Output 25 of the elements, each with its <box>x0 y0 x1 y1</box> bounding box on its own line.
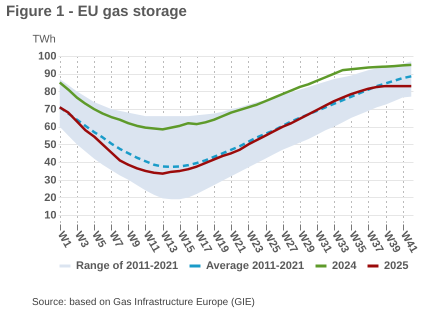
y-tick-label: 20 <box>44 192 56 204</box>
y-tick-label: 100 <box>38 50 56 62</box>
y-tick-label: 10 <box>44 210 56 222</box>
legend-label: 2025 <box>384 260 408 272</box>
source-note: Source: based on Gas Infrastructure Europe (GIE) <box>32 297 255 308</box>
line-series <box>58 75 413 168</box>
chart-title: Figure 1 - EU gas storage <box>6 3 187 20</box>
y-tick-label: 50 <box>44 138 56 151</box>
legend-label: Average 2011-2021 <box>206 260 304 272</box>
y-tick-label: 90 <box>44 68 56 80</box>
legend-label: Range of 2011-2021 <box>76 260 178 272</box>
x-tick-label: W3 <box>72 230 91 250</box>
y-tick-label: 30 <box>44 174 56 186</box>
y-tick-label: 60 <box>44 121 56 134</box>
line-series <box>58 84 413 175</box>
y-tick-label: 70 <box>44 104 56 116</box>
line-series <box>58 64 413 131</box>
x-tick-label: W9 <box>124 230 142 250</box>
x-tick-label: W7 <box>106 230 126 250</box>
x-tick-label: W5 <box>89 230 108 250</box>
y-tick-label: 80 <box>44 86 56 98</box>
x-tick-label: W1 <box>55 230 74 250</box>
legend-label: 2024 <box>332 260 358 272</box>
y-tick-label: 40 <box>44 156 56 169</box>
y-axis-title: TWh <box>32 34 56 46</box>
